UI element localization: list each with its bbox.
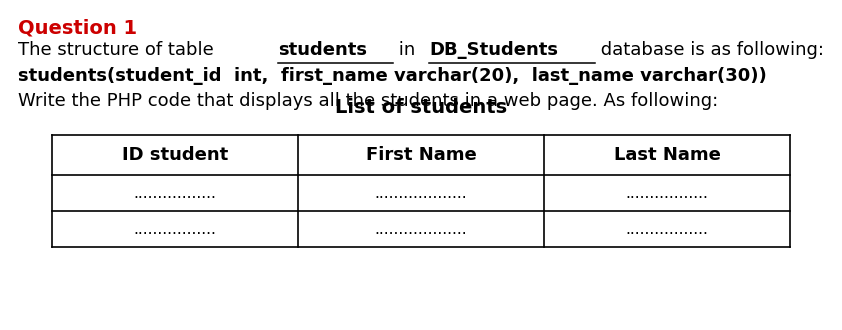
Text: Question 1: Question 1 xyxy=(18,18,137,37)
Text: First Name: First Name xyxy=(365,146,477,164)
Text: DB_Students: DB_Students xyxy=(429,41,558,59)
Text: .................: ................. xyxy=(626,185,708,201)
Text: ...................: ................... xyxy=(375,185,467,201)
Text: in: in xyxy=(393,41,421,59)
Text: students(student_id  int,  first_name varchar(20),  last_name varchar(30)): students(student_id int, first_name varc… xyxy=(18,67,767,85)
Text: Write the PHP code that displays all the students in a web page. As following:: Write the PHP code that displays all the… xyxy=(18,92,718,110)
Text: .................: ................. xyxy=(134,185,216,201)
Text: ID student: ID student xyxy=(122,146,228,164)
Text: .................: ................. xyxy=(134,221,216,237)
Text: The structure of table: The structure of table xyxy=(18,41,220,59)
Text: .................: ................. xyxy=(626,221,708,237)
Text: Last Name: Last Name xyxy=(614,146,721,164)
Text: database is as following:: database is as following: xyxy=(595,41,824,59)
Text: students: students xyxy=(278,41,367,59)
Text: List of students: List of students xyxy=(335,98,507,117)
Text: ...................: ................... xyxy=(375,221,467,237)
